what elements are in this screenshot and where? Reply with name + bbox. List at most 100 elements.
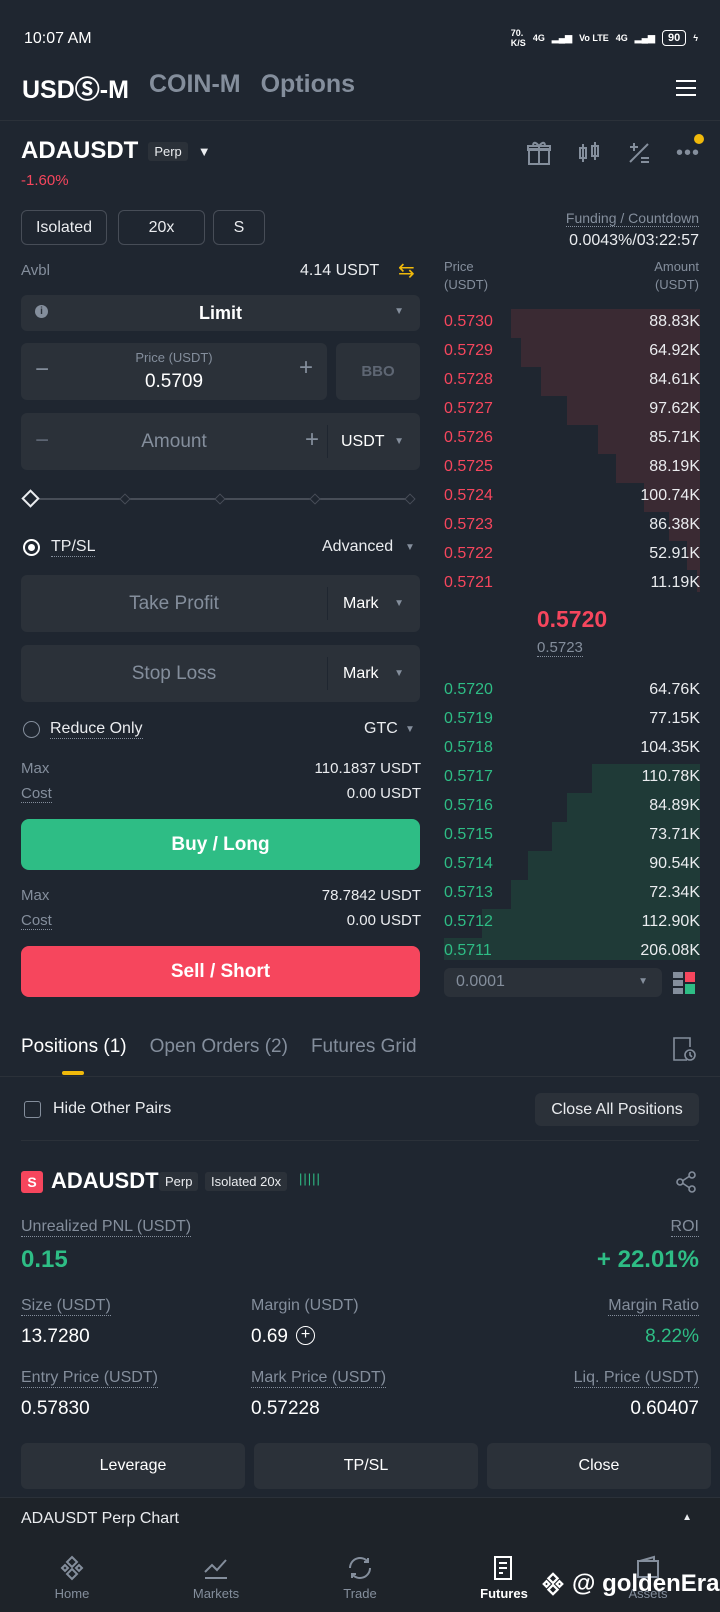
tpsl-radio[interactable]: [23, 539, 40, 556]
bid-row[interactable]: 0.5719 77.15K: [444, 706, 700, 735]
minus-icon[interactable]: −: [35, 427, 50, 454]
chart-drawer[interactable]: ADAUSDT Perp Chart ▲: [0, 1497, 720, 1540]
ask-row[interactable]: 0.5725 88.19K: [444, 454, 700, 483]
bid-row[interactable]: 0.5712 112.90K: [444, 909, 700, 938]
advanced-select[interactable]: Advanced: [322, 538, 394, 555]
bid-row[interactable]: 0.5718 104.35K: [444, 735, 700, 764]
tab-positions[interactable]: Positions (1): [21, 1036, 127, 1057]
hide-other-pairs-checkbox[interactable]: [24, 1101, 41, 1118]
menu-icon[interactable]: [676, 80, 696, 96]
nav-assets[interactable]: Assets: [603, 1550, 693, 1601]
plus-icon[interactable]: +: [305, 426, 320, 453]
close-position-button[interactable]: Close: [487, 1443, 711, 1489]
hide-other-pairs-label[interactable]: Hide Other Pairs: [53, 1100, 172, 1117]
tick-size-select[interactable]: 0.0001 ▼: [444, 968, 662, 997]
bid-row[interactable]: 0.5716 84.89K: [444, 793, 700, 822]
sell-max-label: Max: [21, 887, 50, 904]
amount-unit[interactable]: USDT: [341, 433, 385, 450]
slider-mark-25[interactable]: [119, 493, 131, 505]
tab-open-orders[interactable]: Open Orders (2): [149, 1036, 288, 1057]
amount-input[interactable]: − Amount + USDT ▼: [21, 413, 420, 470]
sell-short-button[interactable]: Sell / Short: [21, 946, 420, 997]
buy-long-button[interactable]: Buy / Long: [21, 819, 420, 870]
liq-price-label[interactable]: Liq. Price (USDT): [573, 1369, 699, 1388]
sell-cost-label[interactable]: Cost: [21, 912, 52, 930]
order-type-select[interactable]: i Limit ▼: [21, 295, 420, 331]
bid-amount: 73.71K: [649, 826, 700, 843]
slider-mark-75[interactable]: [309, 493, 321, 505]
leverage-adjust-button[interactable]: Leverage: [21, 1443, 245, 1489]
tab-futures-grid[interactable]: Futures Grid: [310, 1036, 417, 1057]
bid-row[interactable]: 0.5720 64.76K: [444, 677, 700, 706]
chart-drawer-label: ADAUSDT Perp Chart: [21, 1510, 179, 1527]
stop-loss-input[interactable]: Stop Loss Mark ▼: [21, 645, 420, 702]
bid-depth-bar: [566, 793, 700, 822]
tab-coinm[interactable]: COIN-M: [148, 70, 241, 98]
tab-options[interactable]: Options: [260, 70, 356, 98]
asset-mode-button[interactable]: S: [213, 210, 265, 245]
tab-usdm[interactable]: USDⓈ-M: [22, 76, 129, 104]
book-layout-icon[interactable]: [673, 972, 695, 994]
mark-price-label[interactable]: Mark Price (USDT): [251, 1369, 387, 1388]
nav-home[interactable]: Home: [27, 1550, 117, 1601]
size-label[interactable]: Size (USDT): [21, 1297, 111, 1316]
reduce-only-label[interactable]: Reduce Only: [50, 720, 143, 739]
plus-icon[interactable]: +: [298, 354, 313, 381]
ob-amount-header: Amount (USDT): [654, 259, 699, 292]
slider-mark-50[interactable]: [214, 493, 226, 505]
bid-row[interactable]: 0.5715 73.71K: [444, 822, 700, 851]
bid-amount: 206.08K: [640, 942, 700, 959]
entry-price-label[interactable]: Entry Price (USDT): [21, 1369, 158, 1388]
nav-trade[interactable]: Trade: [315, 1550, 405, 1601]
nav-futures[interactable]: Futures: [459, 1550, 549, 1601]
sl-trigger-type[interactable]: Mark: [343, 665, 379, 682]
entry-price-value: 0.57830: [21, 1398, 90, 1419]
calculator-icon[interactable]: [626, 140, 652, 166]
minus-icon[interactable]: −: [35, 356, 50, 383]
history-icon[interactable]: [671, 1036, 697, 1062]
ask-row[interactable]: 0.5728 84.61K: [444, 367, 700, 396]
position-tpsl-button[interactable]: TP/SL: [254, 1443, 478, 1489]
bid-row[interactable]: 0.5714 90.54K: [444, 851, 700, 880]
price-input[interactable]: − Price (USDT) 0.5709 +: [21, 343, 327, 400]
more-icon[interactable]: •••: [675, 141, 700, 164]
margin-ratio-label[interactable]: Margin Ratio: [608, 1297, 699, 1316]
ask-row[interactable]: 0.5729 64.92K: [444, 338, 700, 367]
ask-row[interactable]: 0.5722 52.91K: [444, 541, 700, 570]
bbo-button[interactable]: BBO: [336, 343, 420, 400]
add-margin-icon[interactable]: +: [296, 1326, 315, 1345]
tp-trigger-type[interactable]: Mark: [343, 595, 379, 612]
gift-icon[interactable]: [526, 140, 552, 166]
close-all-positions-button[interactable]: Close All Positions: [535, 1093, 699, 1126]
ask-row[interactable]: 0.5730 88.83K: [444, 309, 700, 338]
share-icon[interactable]: [675, 1171, 697, 1193]
bid-row[interactable]: 0.5711 206.08K: [444, 938, 700, 960]
pnl-label[interactable]: Unrealized PNL (USDT): [21, 1218, 192, 1237]
nav-markets[interactable]: Markets: [171, 1550, 261, 1601]
slider-handle[interactable]: [21, 489, 40, 508]
tpsl-label[interactable]: TP/SL: [51, 538, 96, 557]
mark-price[interactable]: 0.5723: [537, 639, 583, 657]
divider: [21, 1140, 699, 1141]
transfer-icon[interactable]: ⇆: [398, 260, 415, 282]
bid-row[interactable]: 0.5717 110.78K: [444, 764, 700, 793]
buy-cost-label[interactable]: Cost: [21, 785, 52, 803]
tif-select[interactable]: GTC: [364, 720, 398, 737]
margin-mode-button[interactable]: Isolated: [21, 210, 107, 245]
last-price[interactable]: 0.5720: [536, 606, 608, 632]
leverage-button[interactable]: 20x: [118, 210, 205, 245]
ask-row[interactable]: 0.5721 11.19K: [444, 570, 700, 592]
bid-row[interactable]: 0.5713 72.34K: [444, 880, 700, 909]
roi-label[interactable]: ROI: [670, 1218, 699, 1237]
ask-row[interactable]: 0.5726 85.71K: [444, 425, 700, 454]
funding-label[interactable]: Funding / Countdown: [565, 210, 699, 227]
ask-row[interactable]: 0.5724 100.74K: [444, 483, 700, 512]
slider-mark-100[interactable]: [404, 493, 416, 505]
position-symbol[interactable]: ADAUSDT: [51, 1168, 159, 1193]
ask-row[interactable]: 0.5723 86.38K: [444, 512, 700, 541]
take-profit-input[interactable]: Take Profit Mark ▼: [21, 575, 420, 632]
symbol-selector[interactable]: ADAUSDT Perp ▼: [21, 137, 211, 165]
reduce-only-radio[interactable]: [23, 721, 40, 738]
ask-row[interactable]: 0.5727 97.62K: [444, 396, 700, 425]
candlestick-chart-icon[interactable]: [576, 140, 602, 166]
